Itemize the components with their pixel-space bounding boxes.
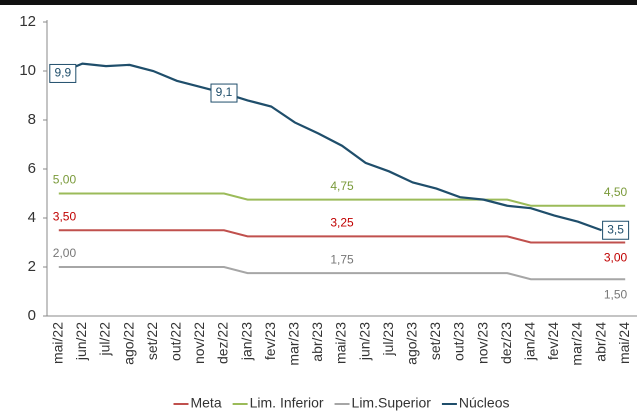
y-tick-label: 4 — [28, 209, 36, 226]
x-tick-label: jun/23 — [356, 322, 372, 361]
top-bar — [0, 0, 637, 5]
data-label: 3,5 — [607, 222, 624, 236]
legend-label: Meta — [190, 395, 221, 411]
x-tick-label: mar/23 — [286, 322, 302, 366]
data-label: 4,75 — [330, 179, 354, 193]
x-tick-label: abr/23 — [309, 322, 325, 362]
series-line — [58, 266, 626, 281]
x-tick-label: set/22 — [144, 322, 160, 360]
data-label: 9,9 — [54, 66, 71, 80]
data-label: 1,75 — [330, 252, 354, 266]
data-label: 5,00 — [53, 173, 77, 187]
x-tick-label: set/23 — [427, 322, 443, 360]
x-tick-label: jan/23 — [238, 322, 254, 361]
legend-label: Núcleos — [459, 395, 510, 411]
x-tick-label: dez/23 — [498, 322, 514, 364]
x-tick-label: jul/23 — [380, 322, 396, 357]
y-tick-label: 2 — [28, 258, 36, 275]
x-tick-label: abr/24 — [592, 322, 608, 362]
data-label: 1,50 — [604, 287, 628, 301]
x-tick-label: out/23 — [451, 322, 467, 361]
x-tick-label: jan/24 — [522, 322, 538, 361]
y-tick-label: 12 — [19, 13, 36, 30]
series-line — [58, 229, 626, 244]
label-box — [49, 63, 77, 83]
x-tick-label: fev/23 — [262, 322, 278, 360]
series-line — [58, 192, 626, 207]
data-label: 2,00 — [53, 246, 77, 260]
x-tick-label: dez/22 — [215, 322, 231, 364]
data-label: 3,25 — [330, 216, 354, 230]
x-tick-label: jul/22 — [97, 322, 113, 357]
x-tick-label: nov/22 — [191, 322, 207, 364]
x-tick-label: jun/22 — [73, 322, 89, 361]
x-tick-label: fev/24 — [545, 322, 561, 360]
x-tick-label: mai/24 — [616, 322, 632, 364]
x-tick-label: ago/23 — [404, 322, 420, 365]
x-tick-label: out/22 — [168, 322, 184, 361]
data-label: 9,1 — [216, 85, 233, 99]
x-tick-label: mai/23 — [333, 322, 349, 364]
series-line — [58, 62, 602, 232]
x-tick-label: mai/22 — [50, 322, 66, 364]
x-tick-label: mar/24 — [569, 322, 585, 366]
y-tick-label: 10 — [19, 62, 36, 79]
y-tick-label: 0 — [28, 307, 36, 324]
y-tick-label: 8 — [28, 111, 36, 128]
legend-label: Lim. Inferior — [250, 395, 324, 411]
data-label: 3,50 — [53, 209, 77, 223]
y-tick-label: 6 — [28, 160, 36, 177]
data-label: 4,50 — [604, 185, 628, 199]
data-label: 3,00 — [604, 251, 628, 265]
label-box — [210, 83, 238, 103]
label-box — [602, 220, 630, 240]
x-tick-label: ago/22 — [120, 322, 136, 365]
legend-label: Lim.Superior — [352, 395, 432, 411]
x-tick-label: nov/23 — [474, 322, 490, 364]
